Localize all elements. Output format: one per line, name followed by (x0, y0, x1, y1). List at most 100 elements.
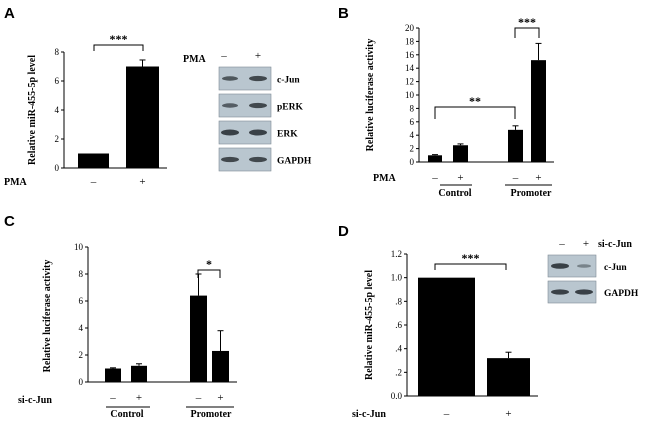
panel-a-blot-sign: – (220, 50, 227, 62)
panel-a-blot-band (222, 103, 238, 108)
panel-c-bar (190, 295, 207, 382)
panel-b-significance-label: ** (469, 94, 481, 108)
panel-a-blot-band (249, 75, 267, 82)
panel-d-blot-sign: + (583, 238, 589, 250)
panel-b-y-tick-label: 6 (410, 117, 415, 127)
panel-b-y-tick-label: 4 (410, 130, 415, 140)
panel-d-blot-strip (547, 254, 597, 278)
panel-d-treatment-sign: + (505, 408, 511, 420)
panel-b-treatment-label: PMA (373, 173, 397, 184)
panel-d-blot-sign: – (558, 238, 565, 250)
panel-b-treatment-sign: – (512, 172, 519, 184)
panel-a-significance-bracket (93, 44, 144, 51)
panel-a-y-label: Relative miR-455-5p level (27, 55, 38, 165)
panel-c-y-label: Relative luciferase activity (42, 260, 53, 373)
panel-d-blot-label: c-Jun (604, 263, 627, 273)
panel-a-blot-band (222, 76, 238, 81)
panel-d-significance-label: *** (462, 251, 480, 265)
panel-d-y-tick-label: .6 (395, 320, 402, 330)
panel-d-blot-band (577, 264, 591, 268)
panel-a-y-tick-label: 0 (55, 163, 60, 173)
panel-d-blot-band (551, 289, 569, 295)
panel-b-bar (508, 129, 523, 162)
panel-d-y-tick-label: 1.2 (391, 249, 402, 259)
panel-c-y-tick-label: 10 (74, 242, 84, 252)
panel-a-y-tick-label: 2 (55, 134, 60, 144)
panel-b-y-tick-label: 10 (405, 90, 415, 100)
panel-c-y-tick-label: 4 (79, 323, 84, 333)
panel-a-blot-sign: + (255, 50, 261, 62)
panel-b-significance-label: *** (518, 15, 536, 29)
panel-d-y-tick-label: .2 (395, 367, 402, 377)
panel-a-blot-treatment-label: PMA (183, 54, 207, 65)
panel-d-y-tick-label: 0.0 (391, 391, 403, 401)
panel-c-y-tick-label: 2 (79, 350, 84, 360)
panel-a-y-tick-label: 8 (55, 47, 60, 57)
panel-a-significance-label: *** (110, 32, 128, 46)
panel-c-bar (131, 365, 147, 382)
panel-a-western-blot: PMA – + c-Jun pERK ERK GAPDH (183, 50, 312, 172)
panel-d-western-blot: – + si-c-Jun c-Jun GAPDH (547, 238, 639, 304)
panel-b-treatment-sign: – (431, 172, 438, 184)
panel-d-treatment-label: si-c-Jun (352, 409, 386, 420)
panel-b-y-tick-label: 18 (405, 36, 415, 46)
panel-b-bar (453, 145, 468, 162)
panel-a-blot-label: c-Jun (277, 76, 300, 86)
panel-d-y-tick-label: .8 (395, 296, 402, 306)
panel-a-blot-strip (218, 120, 272, 145)
panel-b-y-tick-label: 16 (405, 50, 415, 60)
panel-c-bar (212, 350, 229, 382)
panel-b-y-tick-label: 20 (405, 23, 415, 33)
panel-d-treatment-sign: – (443, 408, 450, 420)
panel-b-bar (428, 155, 442, 162)
panel-label-d: D (338, 223, 349, 240)
panel-a-y-tick-label: 6 (55, 76, 60, 86)
panel-a-blot-label: GAPDH (277, 157, 312, 167)
panel-d-blot-band (551, 263, 569, 269)
panel-d-blot-strip (547, 280, 597, 304)
panel-c-group-control: Control (110, 409, 143, 420)
panel-label-a: A (4, 5, 15, 22)
panel-label-c: C (4, 213, 15, 230)
panel-a-blot-strip (218, 147, 272, 172)
panel-a-blot-label: ERK (277, 130, 298, 140)
panel-d-blot-treatment-label: si-c-Jun (598, 239, 632, 250)
panel-c-y-tick-label: 6 (79, 296, 84, 306)
panel-d-significance-bracket (434, 263, 507, 270)
panel-d-blot-band (575, 289, 593, 295)
panel-b-group-promoter: Promoter (511, 188, 552, 199)
panel-b-bar (531, 60, 546, 162)
panel-a-bar (78, 153, 109, 168)
panel-label-b: B (338, 5, 349, 22)
panel-c-treatment-sign: + (217, 392, 223, 404)
panel-a-blot-band (221, 129, 239, 136)
panel-a-blot-band (221, 156, 239, 163)
panel-d-y-tick-label: .4 (395, 344, 402, 354)
panel-b-treatment-sign: + (535, 172, 541, 184)
panel-b-group-control: Control (438, 188, 471, 199)
panel-b-significance-bracket (514, 27, 540, 38)
panel-b-y-tick-label: 2 (410, 144, 415, 154)
panel-c-significance-label: * (206, 257, 212, 271)
panel-d-y-tick-label: 1.0 (391, 273, 403, 283)
panel-a-blot-strip (218, 93, 272, 118)
panel-c-y-tick-label: 0 (79, 377, 84, 387)
panel-b-y-tick-label: 14 (405, 63, 415, 73)
panel-c-treatment-sign: – (109, 392, 116, 404)
panel-a-y-tick-label: 4 (55, 105, 60, 115)
panel-a-blot-strip (218, 66, 272, 91)
panel-a-bar (126, 66, 159, 168)
panel-a-blot-label: pERK (277, 103, 303, 113)
panel-d-bar (487, 358, 530, 396)
panel-c-group-promoter: Promoter (191, 409, 232, 420)
panel-c-treatment-sign: + (136, 392, 142, 404)
panel-c-y-tick-label: 8 (79, 269, 84, 279)
panel-d-bar (418, 277, 475, 396)
panel-a-blot-band (249, 156, 267, 163)
panel-c-bar (105, 368, 121, 382)
panel-a-blot-band (249, 129, 267, 136)
panel-a-treatment-sign: – (90, 176, 97, 188)
panel-b-significance-bracket (434, 106, 516, 119)
panel-d-blot-label: GAPDH (604, 289, 639, 299)
